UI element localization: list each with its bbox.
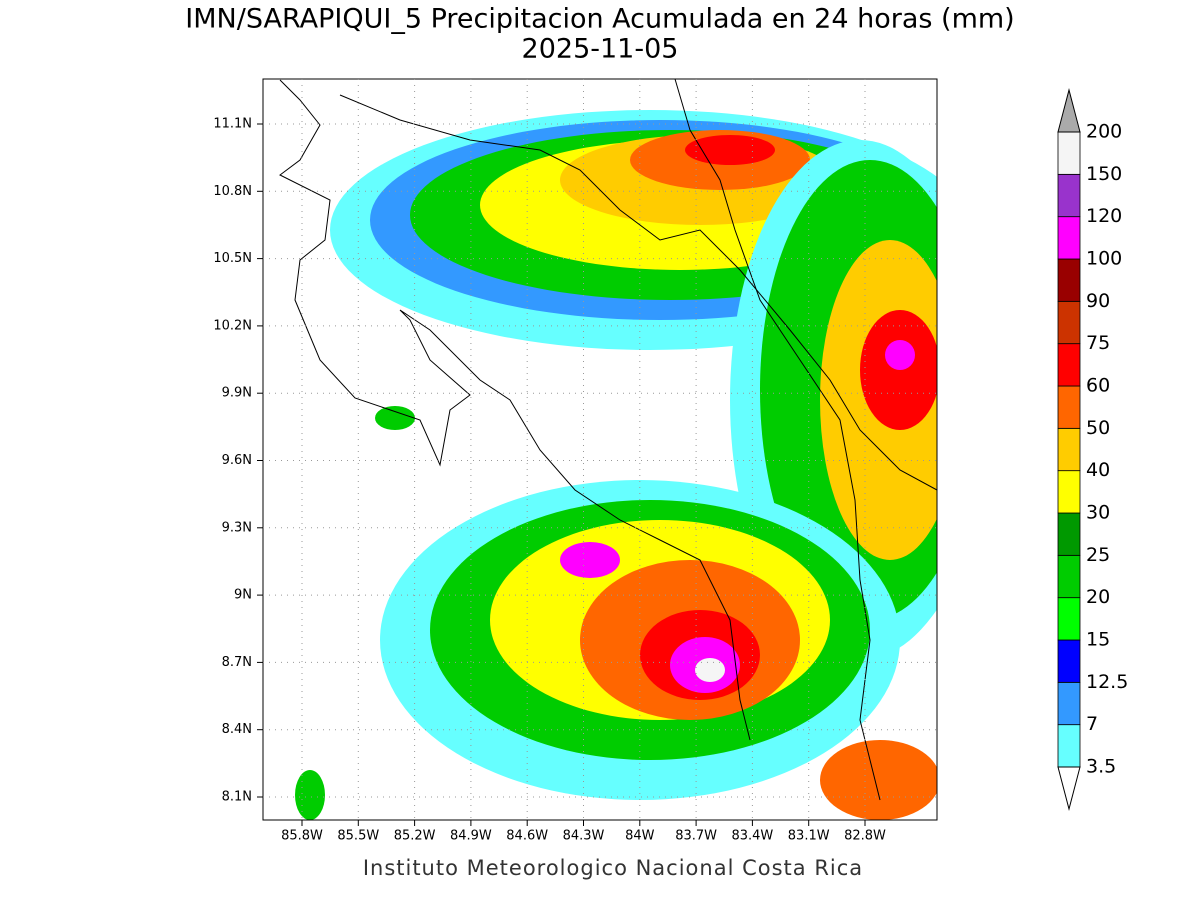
lon-tick-label: 85.8W — [281, 829, 323, 844]
colorbar-segment — [1057, 639, 1081, 683]
colorbar-segment — [1057, 470, 1081, 514]
lat-tick-label: 9.6N — [222, 453, 252, 468]
colorbar-below — [1057, 766, 1081, 811]
colorbar-label: 90 — [1086, 290, 1110, 312]
colorbar-segment — [1057, 216, 1081, 260]
colorbar-label: 200 — [1086, 121, 1122, 143]
colorbar-segment — [1057, 427, 1081, 472]
lat-tick-label: 10.8N — [213, 184, 252, 199]
lon-tick-label: 84.3W — [563, 829, 605, 844]
colorbar-label: 25 — [1086, 544, 1110, 566]
colorbar-label: 60 — [1086, 375, 1110, 397]
colorbar-segment — [1057, 173, 1081, 218]
lat-tick-label: 8.7N — [222, 655, 252, 670]
colorbar-label: 30 — [1086, 502, 1110, 524]
colorbar-label: 120 — [1086, 205, 1122, 227]
lat-tick-label: 11.1N — [213, 117, 252, 132]
lon-tick-label: 84W — [625, 829, 655, 844]
map-title: IMN/SARAPIQUI_5 Precipitacion Acumulada … — [185, 4, 1014, 35]
axes: 8.1N 8.4N 8.7N 9N 9.3N 9.6N 9.9N 10.2N 10.5N 10.8… — [213, 79, 937, 844]
lon-tick-label: 83.1W — [788, 829, 830, 844]
lat-tick-label: 9.3N — [222, 520, 252, 535]
colorbar-segment — [1057, 724, 1081, 768]
colorbar-label: 7 — [1086, 713, 1098, 735]
colorbar-segment — [1057, 597, 1081, 641]
colorbar-segment — [1057, 385, 1081, 429]
colorbar-label: 50 — [1086, 417, 1110, 439]
lon-tick-label: 85.5W — [337, 829, 379, 844]
map-subtitle: 2025-11-05 — [522, 34, 679, 65]
colorbar-segment — [1057, 258, 1081, 302]
colorbar-label: 3.5 — [1086, 756, 1116, 778]
lon-tick-label: 82.8W — [844, 829, 886, 844]
colorbar-segment — [1057, 343, 1081, 387]
lat-tick-label: 10.5N — [213, 251, 252, 266]
colorbar-label: 100 — [1086, 248, 1122, 270]
lon-tick-label: 83.4W — [731, 829, 773, 844]
colorbar-label: 150 — [1086, 163, 1122, 185]
credit: Instituto Meteorologico Nacional Costa R… — [363, 856, 863, 880]
colorbar-segment — [1057, 512, 1081, 556]
precip-field — [279, 79, 937, 820]
colorbar-segment — [1057, 131, 1081, 175]
lon-tick-label: 83.7W — [675, 829, 717, 844]
lat-tick-label: 9.9N — [222, 386, 252, 401]
colorbar-label: 40 — [1086, 459, 1110, 481]
colorbar-label: 12.5 — [1086, 671, 1128, 693]
colorbar-label: 20 — [1086, 586, 1110, 608]
colorbar: 3.5 7 12.5 15 20 25 30 40 50 60 75 90 100 120 150 200 — [1057, 88, 1128, 811]
colorbar-segment — [1057, 300, 1081, 345]
lon-tick-label: 84.6W — [506, 829, 548, 844]
lon-tick-label: 85.2W — [394, 829, 436, 844]
colorbar-above — [1057, 88, 1081, 133]
colorbar-label: 75 — [1086, 332, 1110, 354]
lat-tick-label: 9N — [234, 588, 252, 603]
colorbar-segment — [1057, 681, 1081, 726]
colorbar-label: 15 — [1086, 629, 1110, 651]
plot-frame — [262, 78, 938, 821]
lon-tick-label: 84.9W — [450, 829, 492, 844]
lat-tick-label: 8.4N — [222, 722, 252, 737]
lat-tick-label: 8.1N — [222, 790, 252, 805]
colorbar-segment — [1057, 554, 1081, 599]
lat-tick-label: 10.2N — [213, 318, 252, 333]
